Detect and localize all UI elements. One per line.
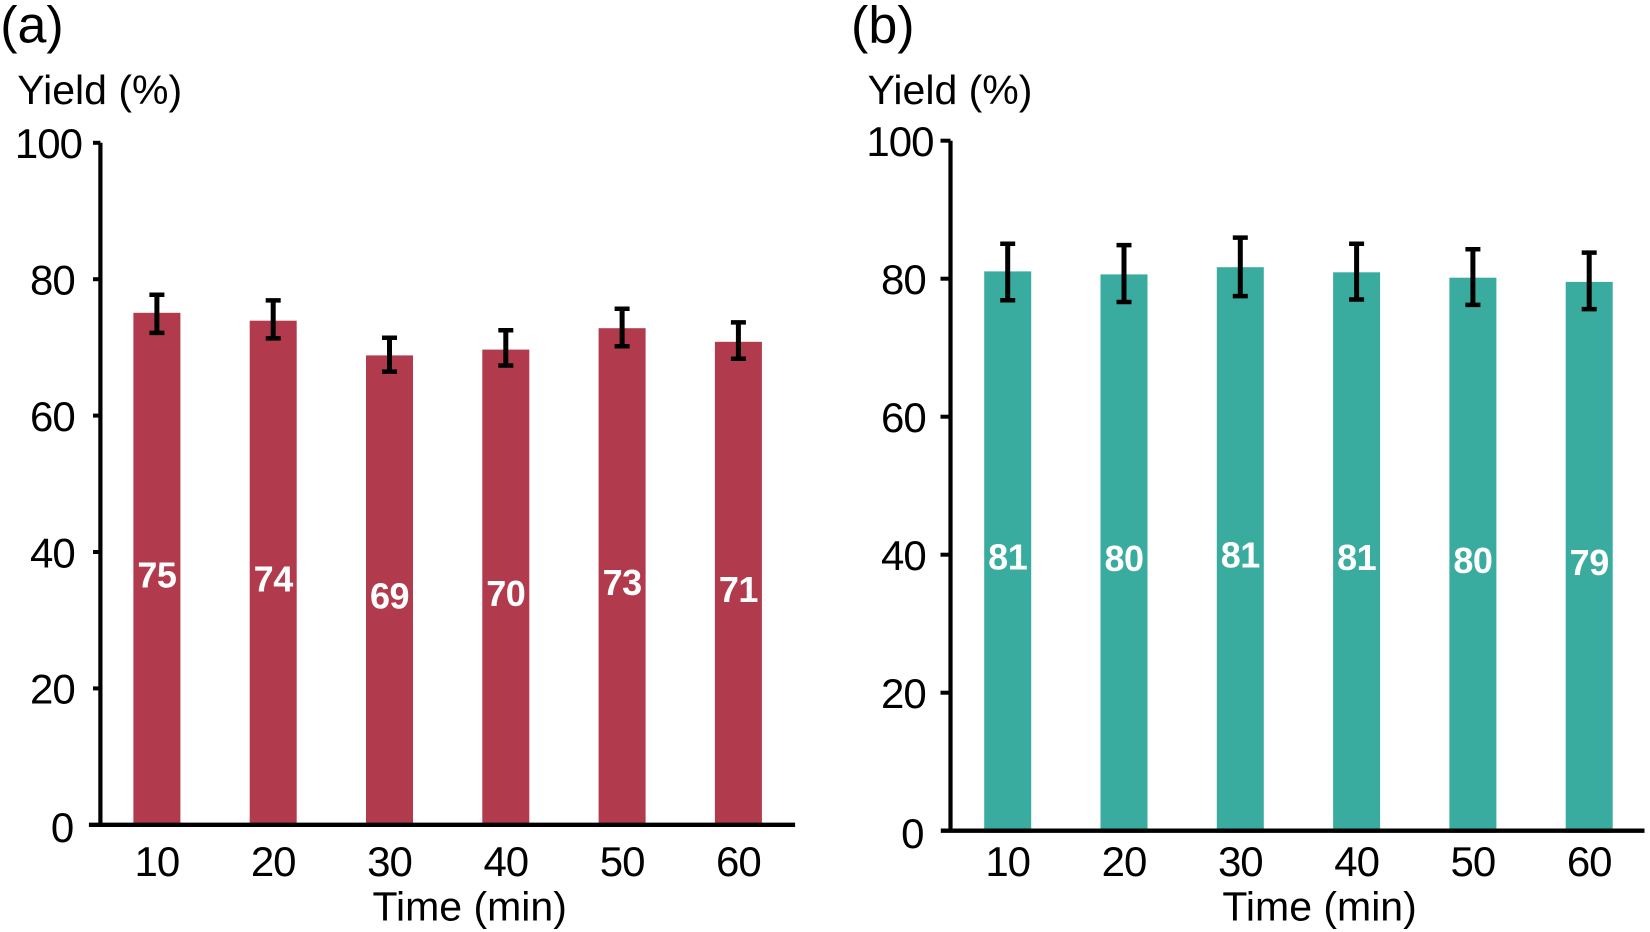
- svg-text:40: 40: [483, 838, 528, 885]
- svg-text:100: 100: [866, 118, 933, 165]
- svg-text:Time (min): Time (min): [373, 884, 567, 930]
- svg-text:69: 69: [370, 576, 409, 617]
- svg-text:30: 30: [1218, 838, 1263, 885]
- svg-text:81: 81: [988, 537, 1028, 578]
- svg-text:30: 30: [367, 838, 412, 885]
- svg-text:20: 20: [881, 670, 926, 717]
- svg-text:60: 60: [716, 838, 761, 885]
- svg-text:20: 20: [251, 838, 296, 885]
- svg-text:(a): (a): [0, 0, 64, 55]
- svg-text:81: 81: [1221, 535, 1261, 576]
- svg-text:0: 0: [51, 804, 74, 851]
- svg-text:Time (min): Time (min): [1222, 884, 1416, 930]
- svg-text:60: 60: [30, 393, 75, 440]
- svg-text:(b): (b): [851, 0, 915, 55]
- svg-text:80: 80: [881, 256, 926, 303]
- svg-text:20: 20: [30, 666, 75, 713]
- svg-text:20: 20: [1102, 838, 1147, 885]
- svg-text:80: 80: [1104, 538, 1143, 579]
- svg-text:Yield (%): Yield (%): [868, 67, 1033, 113]
- svg-text:40: 40: [881, 532, 926, 579]
- svg-text:80: 80: [30, 257, 75, 304]
- svg-text:10: 10: [985, 838, 1030, 885]
- svg-text:73: 73: [603, 562, 642, 603]
- svg-text:74: 74: [254, 558, 294, 599]
- svg-text:70: 70: [486, 573, 525, 614]
- svg-text:71: 71: [719, 569, 759, 610]
- svg-text:60: 60: [1567, 838, 1612, 885]
- svg-text:100: 100: [15, 120, 82, 167]
- svg-text:60: 60: [881, 394, 926, 441]
- svg-text:79: 79: [1570, 542, 1609, 583]
- svg-text:81: 81: [1337, 537, 1377, 578]
- svg-text:10: 10: [135, 838, 180, 885]
- svg-text:0: 0: [901, 810, 924, 857]
- svg-text:50: 50: [1451, 838, 1496, 885]
- svg-text:40: 40: [30, 529, 75, 576]
- svg-text:75: 75: [137, 554, 177, 595]
- svg-text:50: 50: [600, 838, 645, 885]
- svg-text:40: 40: [1334, 838, 1379, 885]
- svg-text:80: 80: [1453, 540, 1492, 581]
- svg-text:Yield (%): Yield (%): [17, 67, 182, 113]
